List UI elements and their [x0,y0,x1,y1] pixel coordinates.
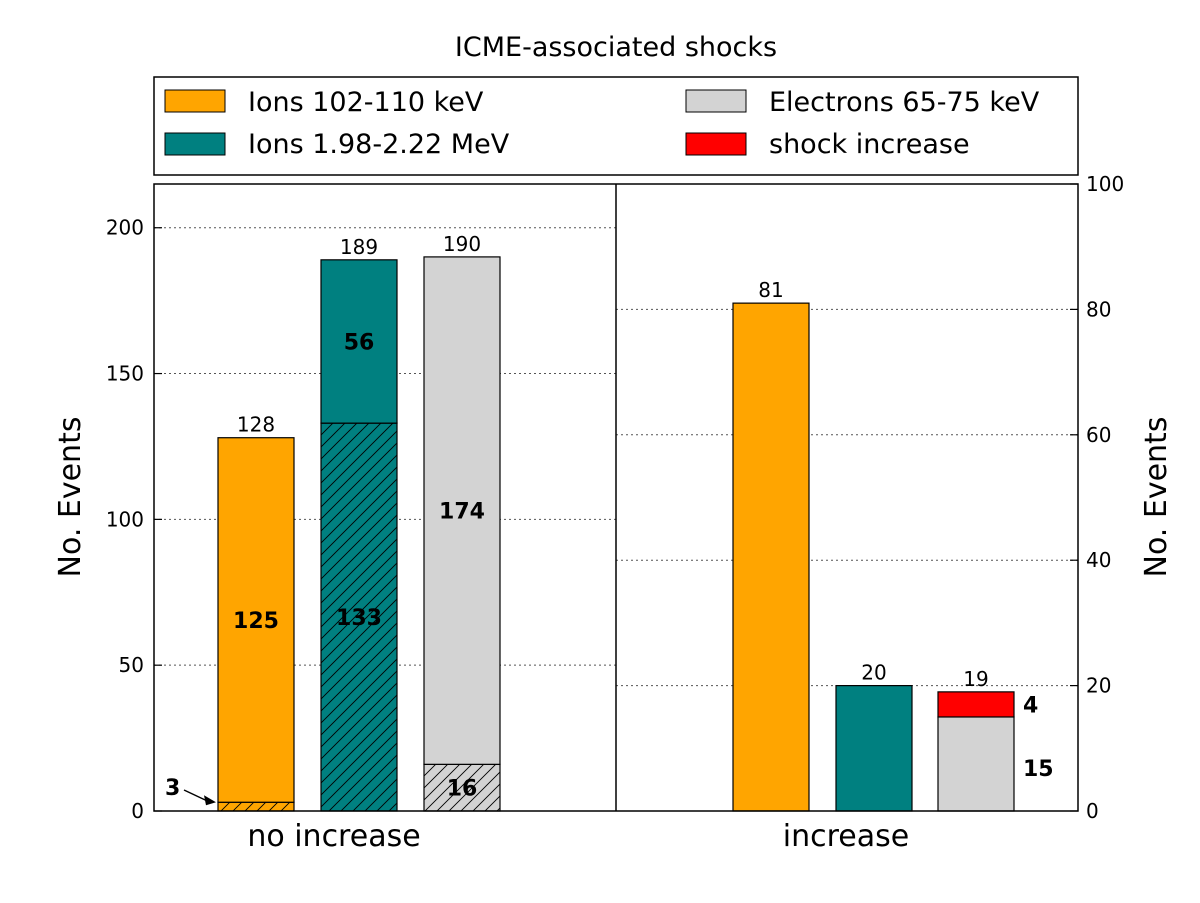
bar-total-label: 20 [861,661,886,685]
bar-total-label: 189 [340,235,378,259]
segment-value-label: 56 [344,330,375,355]
category-label-increase: increase [783,819,909,854]
bar-segment-electrons [937,716,1015,812]
bar-segment-ions_high [320,259,398,424]
annotation-arrow-head [204,795,216,806]
right-tick-label: 20 [1086,674,1111,698]
legend-swatch-shock [685,132,747,156]
segment-side-label: 4 [1023,693,1038,718]
left-tick-label: 200 [106,216,144,240]
category-label-no-increase: no increase [247,819,420,854]
right-tick-label: 0 [1086,799,1099,823]
legend-swatch-ions-high [164,132,226,156]
legend: Ions 102-110 keV Ions 1.98-2.22 MeV Elec… [153,76,1079,176]
labels: 0 50 100 150 200 0 20 40 60 80 100 125 128 3 133 56 189 1… [106,172,1124,823]
bar-total-label: 81 [758,278,783,302]
legend-swatch-electrons [685,89,747,113]
annotation-label: 3 [165,776,180,801]
left-tick-label: 0 [131,799,144,823]
bar-segment-hatch [321,423,397,811]
legend-label-electrons: Electrons 65-75 keV [769,87,1040,118]
right-tick-label: 80 [1086,297,1111,321]
bar-segment-ions_high [835,684,913,812]
bar-segment-hatch [218,802,294,811]
bar-total-label: 19 [963,667,988,691]
bar-segment-ions_low [217,437,295,803]
segment-value-label: 174 [439,500,485,525]
bar-segment-ions_low [732,302,810,812]
right-tick-label: 100 [1086,172,1124,196]
segment-value-label: 133 [336,606,382,631]
segment-value-label: 16 [447,777,478,802]
right-tick-label: 60 [1086,423,1111,447]
segment-value-label: 125 [233,609,279,634]
bar-segment-electrons [937,691,1015,718]
left-tick-label: 100 [106,507,144,531]
bar-segment-hatch [424,764,500,811]
legend-box [153,76,1079,176]
legend-label-ions-low: Ions 102-110 keV [248,87,484,118]
segment-side-label: 15 [1023,757,1054,782]
left-tick-label: 50 [119,653,144,677]
right-axis-label: No. Events [1139,417,1174,578]
left-axis-label: No. Events [53,417,88,578]
axes [153,183,1079,812]
bar-total-label: 128 [237,413,275,437]
legend-label-shock: shock increase [769,129,970,160]
legend-swatch-ions-low [164,89,226,113]
right-tick-label: 40 [1086,548,1111,572]
bar-total-label: 190 [443,232,481,256]
left-tick-label: 150 [106,362,144,386]
legend-label-ions-high: Ions 1.98-2.22 MeV [248,129,510,160]
bar-segment-electrons [423,256,501,765]
chart-title: ICME-associated shocks [455,32,777,63]
